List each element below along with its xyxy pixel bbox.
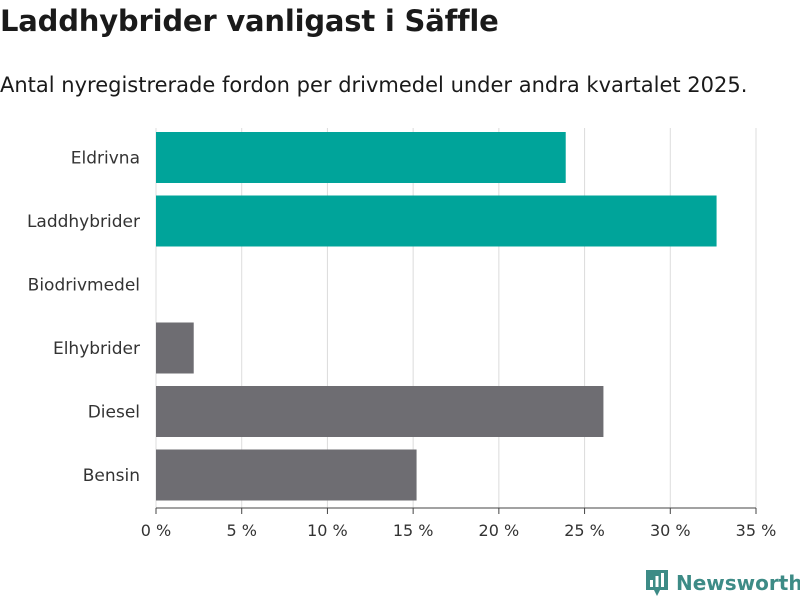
category-label: Bensin (83, 466, 140, 486)
x-tick-label: 5 % (226, 521, 256, 540)
category-label: Elhybrider (53, 339, 140, 359)
x-tick-label: 0 % (141, 521, 171, 540)
category-label: Biodrivmedel (28, 276, 140, 296)
brand-name: Newsworthy (676, 571, 800, 595)
bar-bensin (156, 449, 417, 501)
x-tick-label: 25 % (564, 521, 605, 540)
bar-eldrivna (156, 132, 566, 183)
category-label: Laddhybrider (27, 212, 140, 232)
x-tick-label: 15 % (393, 521, 434, 540)
bars (156, 132, 717, 501)
gridlines (155, 128, 757, 508)
category-labels: Eldrivna Laddhybrider Biodrivmedel Elhybrid… (27, 149, 140, 487)
x-tick-label: 20 % (479, 521, 520, 540)
bar-diesel (156, 386, 604, 437)
chart-title: Laddhybrider vanligast i Säffle (0, 4, 499, 38)
chart-subtitle: Antal nyregistrerade fordon per drivmede… (0, 73, 748, 97)
bar-elhybrider (156, 322, 194, 374)
x-axis-ticks: 0 % 5 % 10 % 15 % 20 % 25 % 30 % 35 % (141, 507, 777, 540)
x-tick-label: 30 % (650, 521, 691, 540)
x-tick-label: 35 % (736, 521, 777, 540)
x-tick-label: 10 % (307, 521, 348, 540)
category-label: Diesel (88, 403, 140, 423)
category-label: Eldrivna (71, 149, 140, 169)
bar-laddhybrider (156, 195, 717, 247)
brand-logo: Newsworthy (644, 568, 800, 598)
bar-chart: Eldrivna Laddhybrider Biodrivmedel Elhybrid… (27, 128, 777, 540)
newsworthy-logo-icon (646, 570, 668, 596)
